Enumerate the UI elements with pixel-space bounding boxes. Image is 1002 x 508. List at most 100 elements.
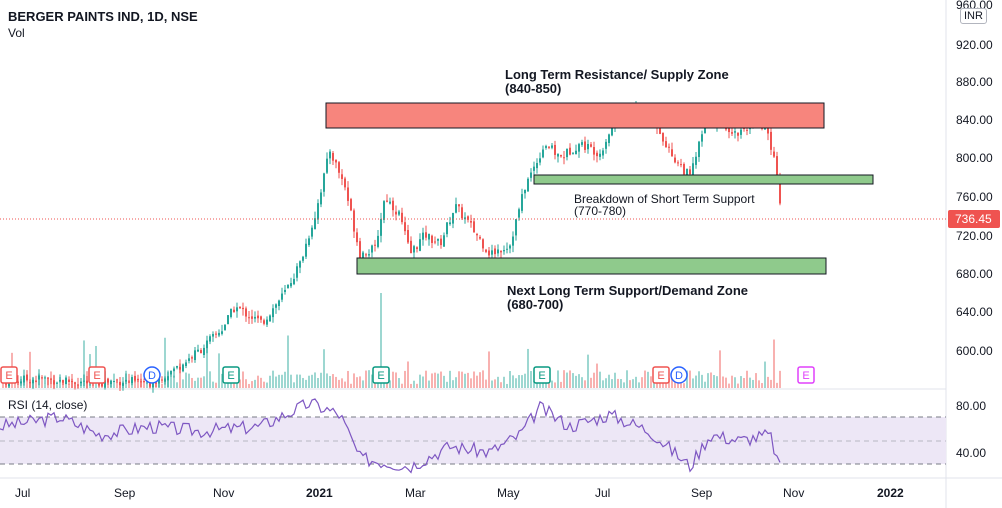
candle-body (191, 357, 193, 359)
resistance-zone[interactable] (325, 102, 825, 129)
volume-bar (179, 359, 181, 388)
candle-body (197, 349, 199, 352)
volume-bar (770, 379, 772, 388)
candle-body (500, 250, 502, 253)
volume-bar (395, 372, 397, 388)
volume-bar (368, 370, 370, 388)
candle-body (104, 380, 106, 388)
short-support-range: (770-780) (574, 204, 626, 218)
candle-body (740, 129, 742, 135)
event-marker[interactable]: D (670, 366, 688, 384)
volume-bar (509, 371, 511, 388)
volume-bar (212, 381, 214, 388)
candle-body (530, 172, 532, 178)
volume-bar (665, 382, 667, 388)
event-marker[interactable]: E (533, 366, 551, 384)
volume-bar (392, 371, 394, 388)
price-tick: 920.00 (956, 38, 993, 52)
volume-bar (458, 371, 460, 388)
volume-bar (491, 380, 493, 388)
candle-body (344, 178, 346, 188)
event-marker[interactable]: E (652, 366, 670, 384)
rsi-tick: 40.00 (956, 446, 986, 460)
candle-body (536, 162, 538, 169)
candle-body (392, 200, 394, 211)
volume-bar (332, 374, 334, 388)
volume-bar (398, 378, 400, 388)
candle-body (248, 317, 250, 319)
event-marker-label: E (657, 370, 664, 382)
candle-body (29, 382, 31, 384)
volume-bar (68, 383, 70, 388)
volume-bar (284, 371, 286, 388)
candle-body (437, 238, 439, 241)
candle-body (359, 241, 361, 259)
candle-body (314, 218, 316, 230)
event-marker[interactable]: E (88, 366, 106, 384)
candle-body (86, 380, 88, 384)
event-marker[interactable]: E (797, 366, 815, 384)
volume-bar (563, 370, 565, 388)
candle-body (509, 245, 511, 249)
candle-body (83, 380, 85, 382)
volume-bar (83, 340, 85, 388)
candle-body (266, 319, 268, 325)
volume-bar (137, 379, 139, 388)
candle-body (584, 141, 586, 150)
candle-body (455, 204, 457, 213)
volume-bar (221, 373, 223, 388)
event-marker-label: E (377, 370, 384, 382)
volume-bar (446, 381, 448, 388)
candle-body (770, 131, 772, 150)
candle-body (461, 207, 463, 219)
candle-body (599, 153, 601, 157)
volume-bar (362, 380, 364, 388)
candle-body (575, 150, 577, 155)
event-marker[interactable]: E (372, 366, 390, 384)
volume-bar (35, 380, 37, 388)
candle-body (227, 315, 229, 325)
candle-body (53, 380, 55, 385)
time-tick: 2022 (877, 486, 904, 500)
candle-body (539, 158, 541, 163)
currency-badge[interactable]: INR (960, 8, 987, 24)
volume-bar (44, 383, 46, 388)
volume-bar (623, 382, 625, 388)
volume-bar (746, 370, 748, 388)
candle-body (776, 156, 778, 177)
candle-body (506, 248, 508, 250)
candle-body (122, 383, 124, 386)
volume-bar (269, 375, 271, 388)
candle-body (59, 380, 61, 382)
candle-body (143, 381, 145, 383)
last-price-label: 736.45 (955, 212, 992, 226)
event-marker[interactable]: E (222, 366, 240, 384)
volume-bar (566, 372, 568, 388)
candle-body (422, 232, 424, 240)
volume-bar (545, 381, 547, 388)
candle-body (608, 134, 610, 144)
candle-body (449, 222, 451, 225)
short-term-support-zone[interactable] (533, 174, 874, 185)
candle-body (491, 250, 493, 255)
volume-bar (236, 379, 238, 388)
candle-body (341, 174, 343, 179)
volume-bar (293, 382, 295, 388)
long-term-support-zone[interactable] (356, 257, 827, 275)
volume-bar (503, 376, 505, 388)
candle-body (593, 147, 595, 155)
event-marker[interactable]: D (143, 366, 161, 384)
volume-bar (29, 351, 31, 388)
volume-bar (56, 382, 58, 388)
candle-body (323, 173, 325, 192)
candle-body (107, 378, 109, 383)
candle-body (131, 377, 133, 384)
event-marker[interactable]: E (0, 366, 18, 384)
volume-bar (188, 373, 190, 388)
volume-bar (542, 380, 544, 388)
candle-body (125, 379, 127, 382)
candle-body (734, 131, 736, 133)
volume-bar (275, 376, 277, 388)
